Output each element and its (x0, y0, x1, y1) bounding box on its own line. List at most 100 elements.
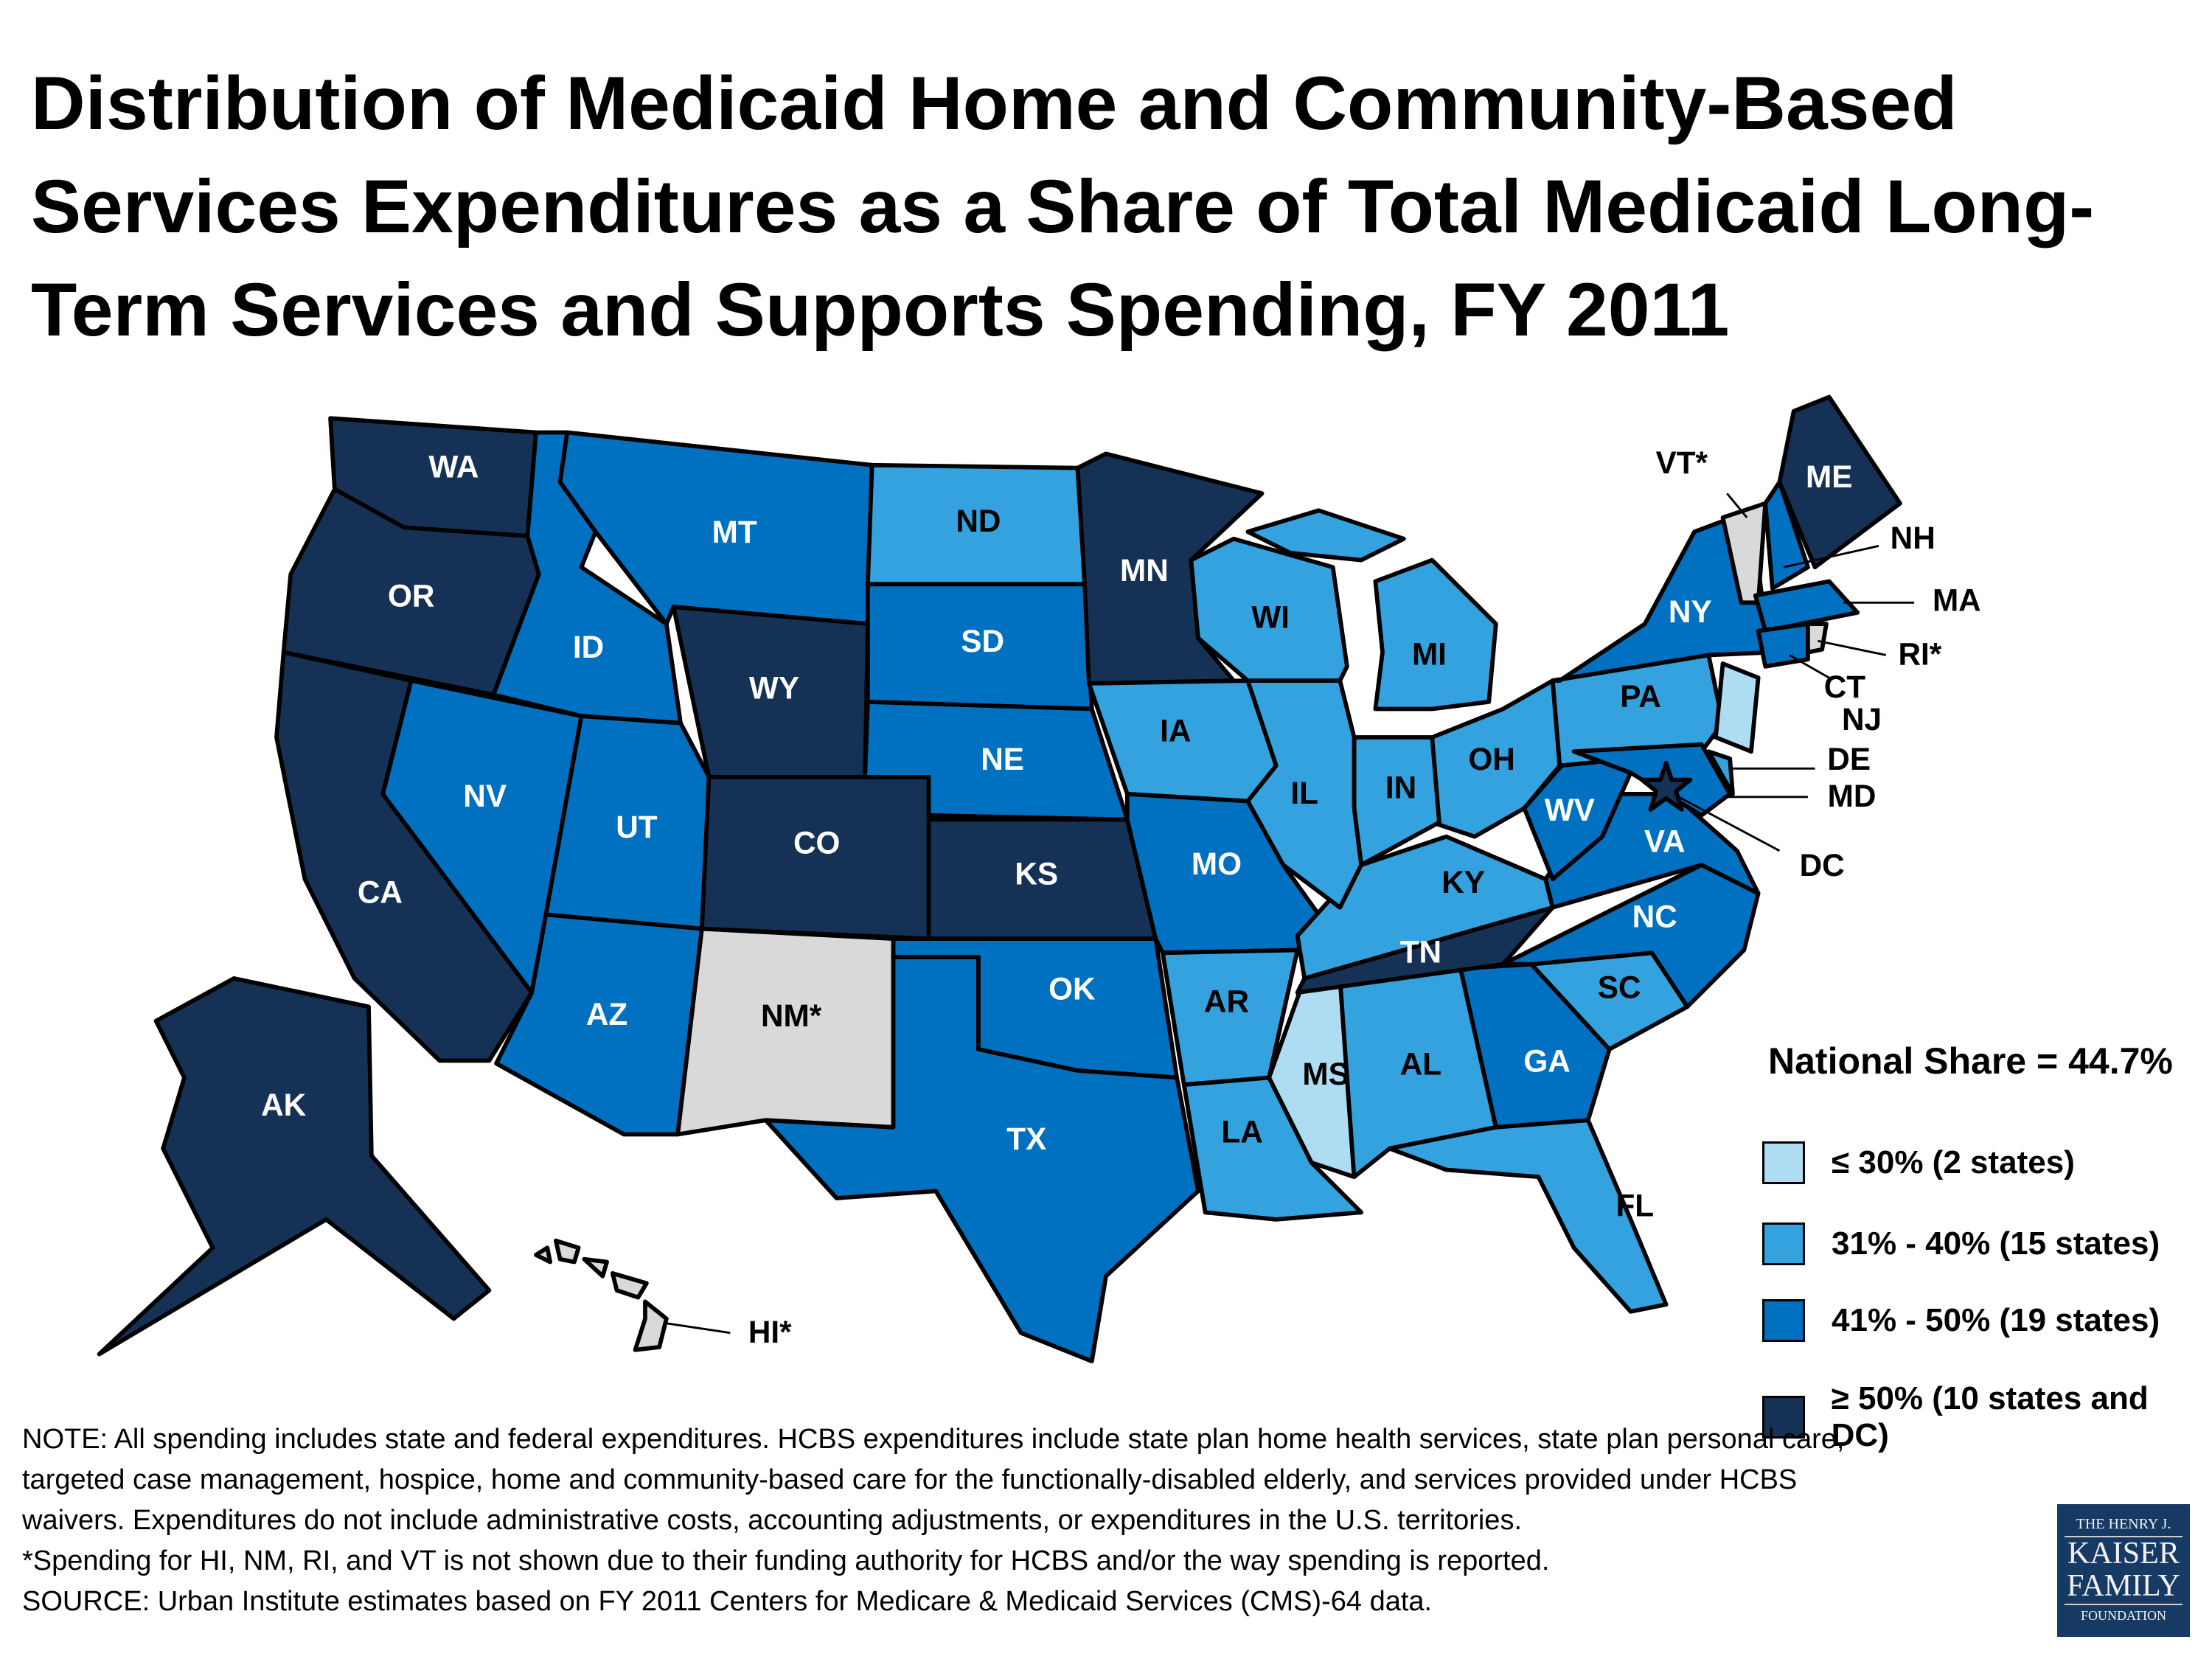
national-share: National Share = 44.7% (1768, 1040, 2173, 1082)
state-shape-hi[interactable] (534, 1245, 553, 1265)
state-label-wv: WV (1545, 793, 1595, 827)
state-shape-tx[interactable] (763, 955, 1200, 1364)
legend-label: 41% - 50% (19 states) (1832, 1302, 2160, 1338)
state-label-nh: NH (1891, 521, 1935, 555)
state-label-sd: SD (961, 624, 1004, 658)
logo-line: THE HENRY J. (2065, 1516, 2183, 1537)
state-label-ks: KS (1015, 857, 1058, 891)
state-label-ky: KY (1441, 865, 1485, 900)
state-label-me: ME (1806, 459, 1852, 494)
state-shape-nj[interactable] (1714, 661, 1761, 754)
leader-line-nh (1783, 544, 1879, 568)
legend-swatch (1762, 1141, 1805, 1184)
state-shape-ne[interactable] (863, 700, 1130, 822)
state-ct[interactable] (1756, 622, 1810, 669)
state-nh[interactable] (1763, 479, 1810, 591)
state-label-oh: OH (1468, 742, 1514, 776)
state-label-pa: PA (1620, 679, 1661, 714)
note-line: *Spending for HI, NM, RI, and VT is not … (22, 1545, 1550, 1576)
leader-line-vt (1726, 493, 1748, 518)
state-tx[interactable] (763, 955, 1200, 1364)
state-shape-hi[interactable] (582, 1256, 609, 1279)
state-label-fl: FL (1615, 1189, 1654, 1223)
state-shape-fl[interactable] (1387, 1118, 1669, 1314)
legend-item: 41% - 50% (19 states) (1762, 1299, 2160, 1342)
state-label-ok: OK (1048, 971, 1096, 1006)
state-shape-hi[interactable] (610, 1271, 649, 1300)
state-label-ri: RI* (1898, 637, 1941, 672)
state-label-vt: VT* (1656, 445, 1708, 480)
state-shape-il[interactable] (1245, 678, 1364, 910)
note-line: targeted case management, hospice, home … (22, 1464, 1798, 1495)
state-label-ne: NE (981, 742, 1024, 776)
state-ma[interactable] (1753, 579, 1860, 633)
legend-item: 31% - 40% (15 states) (1762, 1222, 2160, 1265)
state-label-ca: CA (358, 875, 403, 910)
state-label-az: AZ (586, 997, 627, 1032)
state-label-wa: WA (428, 450, 479, 484)
state-shape-ri[interactable] (1806, 622, 1829, 655)
state-label-dc: DC (1800, 848, 1845, 883)
state-label-ma: MA (1933, 582, 1981, 617)
legend-swatch (1762, 1299, 1805, 1342)
state-shape-nh[interactable] (1763, 479, 1810, 591)
state-hi[interactable] (534, 1238, 669, 1352)
legend-swatch (1762, 1396, 1805, 1439)
state-label-nj: NJ (1842, 702, 1882, 737)
source-line: SOURCE: Urban Institute estimates based … (22, 1586, 1433, 1617)
state-label-de: DE (1827, 742, 1871, 776)
state-label-nm: NM* (761, 998, 822, 1033)
state-shape-hi[interactable] (633, 1299, 669, 1352)
state-shape-mi[interactable] (1373, 557, 1498, 712)
state-wi[interactable] (1189, 536, 1349, 683)
state-nj[interactable] (1714, 661, 1761, 754)
state-label-ak: AK (261, 1088, 307, 1122)
state-label-il: IL (1290, 776, 1318, 810)
state-label-mi: MI (1412, 637, 1447, 672)
state-shape-wi[interactable] (1189, 536, 1349, 683)
state-shape-me[interactable] (1777, 394, 1902, 570)
state-shape-ma[interactable] (1753, 579, 1860, 633)
state-label-nd: ND (956, 504, 1001, 538)
state-ne[interactable] (863, 700, 1130, 822)
state-ak[interactable] (97, 976, 492, 1357)
legend-label: 31% - 40% (15 states) (1832, 1225, 2160, 1262)
note-line: NOTE: All spending includes state and fe… (22, 1424, 1845, 1455)
state-label-hi: HI* (748, 1315, 792, 1349)
legend-label: ≥ 50% (10 states and DC) (1831, 1380, 2149, 1453)
state-shape-mi[interactable] (1245, 508, 1406, 563)
legend-item: ≥ 50% (10 states and DC) (1762, 1380, 2212, 1454)
state-label-in: IN (1385, 770, 1416, 804)
state-il[interactable] (1245, 678, 1364, 910)
logo-line: FOUNDATION (2065, 1604, 2183, 1624)
state-shape-de[interactable] (1706, 749, 1735, 796)
state-mi[interactable] (1245, 508, 1498, 712)
state-ri[interactable] (1806, 622, 1829, 655)
state-shape-ct[interactable] (1756, 622, 1810, 669)
state-label-tn: TN (1400, 934, 1441, 969)
state-shape-hi[interactable] (553, 1238, 581, 1265)
state-me[interactable] (1777, 394, 1902, 570)
state-label-ia: IA (1160, 713, 1191, 748)
state-fl[interactable] (1387, 1118, 1669, 1314)
state-label-mn: MN (1120, 553, 1169, 588)
note-line: waivers. Expenditures do not include adm… (22, 1505, 1523, 1536)
page-title: Distribution of Medicaid Home and Commun… (31, 61, 2095, 352)
legend-swatch (1762, 1222, 1805, 1265)
state-label-nv: NV (463, 779, 507, 813)
leader-line-hi (663, 1321, 731, 1335)
state-shape-ak[interactable] (97, 976, 492, 1357)
dc-star-icon[interactable] (1640, 760, 1693, 812)
state-label-ga: GA (1523, 1043, 1570, 1078)
state-label-mo: MO (1192, 846, 1242, 881)
notes: NOTE: All spending includes state and fe… (22, 1419, 2057, 1622)
logo-line: KAISER (2067, 1537, 2180, 1571)
state-label-co: CO (793, 825, 840, 860)
state-label-ut: UT (616, 810, 658, 844)
state-label-ms: MS (1302, 1057, 1349, 1091)
state-de[interactable] (1706, 749, 1735, 796)
leader-line-dc (1672, 793, 1781, 852)
logo-line: FAMILY (2067, 1569, 2180, 1603)
legend-item: ≤ 30% (2 states) (1762, 1141, 2075, 1184)
